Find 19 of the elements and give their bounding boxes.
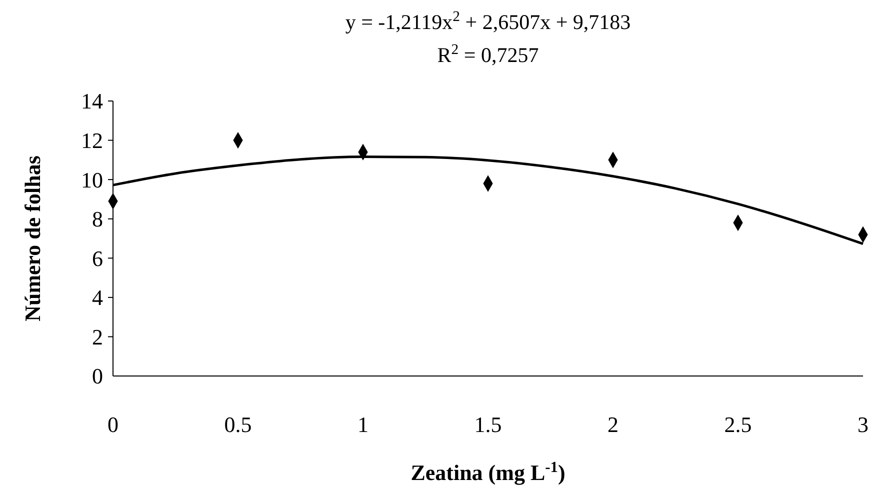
x-tick-label: 2 <box>608 412 618 437</box>
x-tick-label: 2.5 <box>724 412 752 437</box>
y-tick-label: 0 <box>92 364 103 389</box>
x-tick-label: 1 <box>358 412 368 437</box>
chart-title: y = -1,2119x$^{2}$ + 2,6507x + 9,7183 <box>345 9 631 34</box>
y-tick-label: 2 <box>92 324 103 350</box>
x-tick-label: 3 <box>858 412 868 437</box>
chart-subtitle: R$^{2}$ = 0,7257 <box>437 42 539 67</box>
y-tick-label: 6 <box>92 246 103 271</box>
y-tick-label: 4 <box>92 285 103 310</box>
x-tick-label: 1.5 <box>474 412 502 437</box>
y-tick-label: 12 <box>81 128 103 153</box>
x-axis-title: Zeatina (mg L$^{-1}$) <box>410 458 566 485</box>
y-axis-title: Número de folhas <box>20 155 45 322</box>
x-tick-label: 0.5 <box>224 412 252 437</box>
x-tick-label: 0 <box>108 412 118 437</box>
y-tick-label: 8 <box>92 206 103 232</box>
y-tick-label: 14 <box>81 88 103 114</box>
y-tick-label: 10 <box>81 167 103 192</box>
